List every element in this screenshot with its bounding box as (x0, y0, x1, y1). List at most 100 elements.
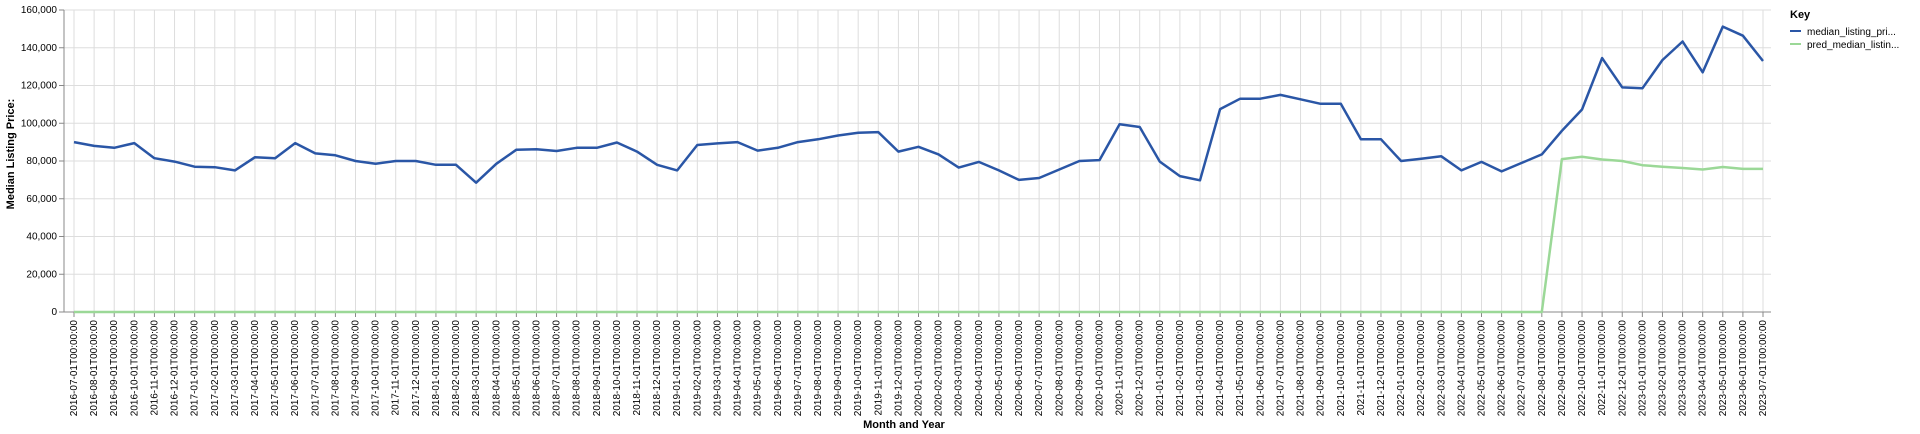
x-tick-label: 2019-08-01T00:00:00 (813, 320, 824, 417)
x-tick-label: 2022-03-01T00:00:00 (1436, 320, 1447, 417)
x-tick-label: 2022-01-01T00:00:00 (1396, 320, 1407, 417)
x-tick-label: 2021-07-01T00:00:00 (1275, 320, 1286, 417)
x-tick-label: 2023-05-01T00:00:00 (1718, 320, 1729, 417)
x-tick-label: 2022-10-01T00:00:00 (1577, 320, 1588, 417)
x-tick-label: 2016-12-01T00:00:00 (170, 320, 181, 417)
x-tick-label: 2020-03-01T00:00:00 (954, 320, 965, 417)
x-tick-label: 2020-02-01T00:00:00 (934, 320, 945, 417)
x-tick-label: 2017-07-01T00:00:00 (310, 320, 321, 417)
x-tick-label: 2018-03-01T00:00:00 (471, 320, 482, 417)
x-tick-label: 2021-10-01T00:00:00 (1336, 320, 1347, 417)
x-tick-label: 2021-12-01T00:00:00 (1376, 320, 1387, 417)
x-tick-label: 2023-03-01T00:00:00 (1678, 320, 1689, 417)
x-tick-label: 2022-11-01T00:00:00 (1597, 320, 1608, 416)
x-tick-label: 2016-11-01T00:00:00 (149, 320, 160, 416)
series-line-median-listing-price (73, 25, 1764, 184)
x-tick-label: 2022-05-01T00:00:00 (1477, 320, 1488, 417)
x-tick-label: 2019-02-01T00:00:00 (692, 320, 703, 417)
x-tick-label: 2016-08-01T00:00:00 (89, 320, 100, 417)
legend-label-pred-median-listing-price: pred_median_listin... (1807, 40, 1899, 51)
x-tick-label: 2021-03-01T00:00:00 (1195, 320, 1206, 417)
x-tick-label: 2016-10-01T00:00:00 (129, 320, 140, 417)
x-tick-label: 2017-08-01T00:00:00 (330, 320, 341, 417)
y-tick-label: 160,000 (21, 5, 58, 16)
y-tick-label: 40,000 (26, 232, 57, 243)
x-tick-label: 2020-07-01T00:00:00 (1034, 320, 1045, 417)
y-tick-label: 120,000 (21, 81, 58, 92)
x-tick-label: 2017-05-01T00:00:00 (270, 320, 281, 417)
x-tick-label: 2019-03-01T00:00:00 (712, 320, 723, 417)
x-tick-label: 2020-04-01T00:00:00 (974, 320, 985, 417)
x-tick-label: 2021-04-01T00:00:00 (1215, 320, 1226, 417)
x-tick-label: 2018-04-01T00:00:00 (491, 320, 502, 417)
x-tick-label: 2020-12-01T00:00:00 (1135, 320, 1146, 417)
x-tick-label: 2017-12-01T00:00:00 (411, 320, 422, 417)
x-tick-label: 2017-01-01T00:00:00 (190, 320, 201, 417)
x-tick-label: 2019-07-01T00:00:00 (793, 320, 804, 417)
x-tick-label: 2018-12-01T00:00:00 (652, 320, 663, 417)
x-tick-label: 2019-09-01T00:00:00 (833, 320, 844, 417)
y-tick-label: 80,000 (26, 156, 57, 167)
x-tick-label: 2017-04-01T00:00:00 (250, 320, 261, 417)
x-tick-label: 2023-04-01T00:00:00 (1698, 320, 1709, 417)
x-tick-label: 2021-06-01T00:00:00 (1255, 320, 1266, 417)
x-tick-label: 2021-09-01T00:00:00 (1316, 320, 1327, 417)
x-tick-label: 2019-10-01T00:00:00 (853, 320, 864, 417)
x-tick-label: 2017-11-01T00:00:00 (391, 320, 402, 416)
x-tick-label: 2022-12-01T00:00:00 (1617, 320, 1628, 417)
x-tick-label: 2018-06-01T00:00:00 (531, 320, 542, 417)
x-tick-label: 2018-08-01T00:00:00 (572, 320, 583, 417)
x-tick-label: 2019-04-01T00:00:00 (733, 320, 744, 417)
x-tick-label: 2021-02-01T00:00:00 (1175, 320, 1186, 417)
x-tick-label: 2017-02-01T00:00:00 (210, 320, 221, 417)
x-tick-label: 2023-01-01T00:00:00 (1637, 320, 1648, 417)
x-tick-label: 2019-01-01T00:00:00 (672, 320, 683, 417)
x-tick-label: 2023-06-01T00:00:00 (1738, 320, 1749, 417)
x-tick-label: 2021-05-01T00:00:00 (1235, 320, 1246, 417)
x-tick-label: 2021-08-01T00:00:00 (1296, 320, 1307, 417)
x-tick-label: 2020-10-01T00:00:00 (1094, 320, 1105, 417)
x-tick-label: 2022-02-01T00:00:00 (1416, 320, 1427, 417)
x-tick-label: 2022-08-01T00:00:00 (1537, 320, 1548, 417)
x-tick-label: 2018-01-01T00:00:00 (431, 320, 442, 417)
x-tick-label: 2020-08-01T00:00:00 (1054, 320, 1065, 417)
x-tick-label: 2017-09-01T00:00:00 (351, 320, 362, 417)
series-lines (73, 25, 1764, 314)
x-tick-label: 2016-09-01T00:00:00 (109, 320, 120, 417)
x-tick-label: 2020-09-01T00:00:00 (1074, 320, 1085, 417)
y-tick-label: 100,000 (21, 118, 58, 129)
axes: 0 20,000 40,000 60,000 80,000 100,000 120,000 1… (21, 5, 1771, 416)
x-tick-label: 2020-11-01T00:00:00 (1115, 320, 1126, 416)
x-tick-label: 2020-01-01T00:00:00 (914, 320, 925, 417)
x-axis-title: Month and Year (863, 419, 945, 431)
y-tick-label: 140,000 (21, 43, 58, 54)
legend-title: Key (1790, 9, 1811, 21)
x-tick-label: 2023-02-01T00:00:00 (1657, 320, 1668, 417)
x-tick-label: 2017-06-01T00:00:00 (290, 320, 301, 417)
x-tick-label: 2019-05-01T00:00:00 (753, 320, 764, 417)
x-tick-label: 2022-04-01T00:00:00 (1456, 320, 1467, 417)
y-tick-label: 0 (51, 307, 57, 318)
y-tick-label: 20,000 (26, 269, 57, 280)
x-tick-label: 2022-09-01T00:00:00 (1557, 320, 1568, 417)
x-tick-label: 2022-06-01T00:00:00 (1497, 320, 1508, 417)
x-tick-label: 2018-11-01T00:00:00 (632, 320, 643, 416)
x-tick-label: 2020-06-01T00:00:00 (1014, 320, 1025, 417)
legend-label-median-listing-price: median_listing_pri... (1807, 27, 1896, 38)
x-tick-label: 2017-03-01T00:00:00 (230, 320, 241, 417)
gridlines (64, 9, 1771, 313)
legend: Key median_listing_pri... pred_median_li… (1790, 9, 1899, 51)
x-tick-label: 2018-05-01T00:00:00 (511, 320, 522, 417)
x-tick-label: 2019-12-01T00:00:00 (893, 320, 904, 417)
y-axis-title: Median Listing Price: (5, 99, 17, 210)
x-tick-label: 2017-10-01T00:00:00 (371, 320, 382, 417)
x-tick-label: 2023-07-01T00:00:00 (1758, 320, 1769, 417)
x-tick-label: 2020-05-01T00:00:00 (994, 320, 1005, 417)
x-tick-label: 2018-10-01T00:00:00 (612, 320, 623, 417)
series-line-pred-median-listing-price (74, 155, 1763, 314)
x-tick-label: 2021-11-01T00:00:00 (1356, 320, 1367, 416)
x-tick-label: 2018-09-01T00:00:00 (592, 320, 603, 417)
x-tick-label: 2019-11-01T00:00:00 (873, 320, 884, 416)
x-tick-label: 2018-07-01T00:00:00 (552, 320, 563, 417)
